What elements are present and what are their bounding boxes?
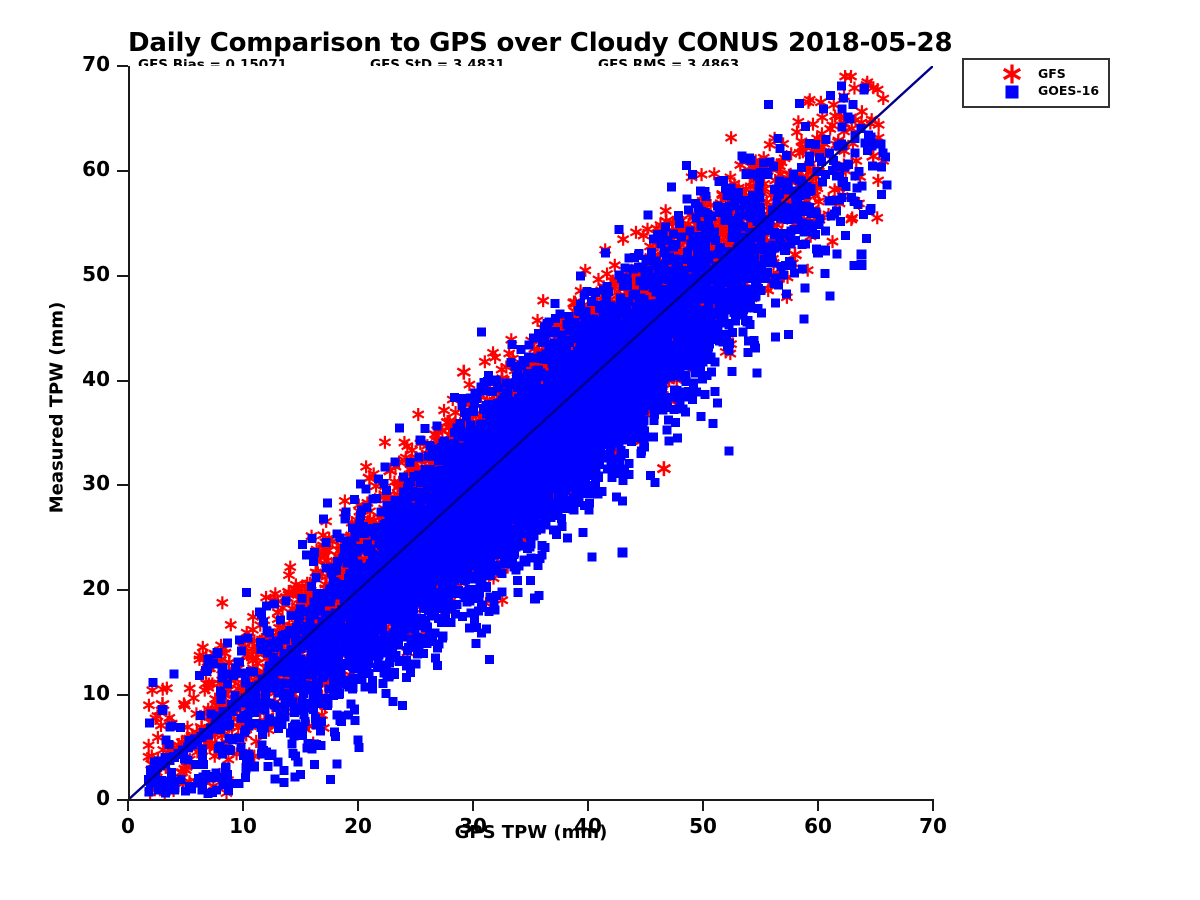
gfs-point [216, 596, 229, 610]
gfs-point [855, 105, 869, 119]
gfs-point [282, 568, 296, 582]
gfs-point [463, 378, 476, 392]
gfs-point [872, 118, 885, 132]
gfs-point [359, 460, 373, 474]
gfs-point [848, 81, 861, 95]
gfs-point [437, 403, 451, 417]
gfs-point [183, 681, 196, 695]
gfs-point [616, 232, 630, 246]
gfs-point [828, 183, 841, 197]
gfs-point [486, 346, 500, 360]
gfs-point [608, 258, 621, 272]
gfs-point [592, 272, 605, 286]
gfs-point [224, 618, 237, 632]
gfs-point [478, 355, 492, 369]
gfs-point [871, 211, 884, 225]
gfs-point [412, 407, 425, 421]
gfs-point [495, 363, 508, 377]
gfs-point [838, 69, 852, 83]
gfs-point [156, 682, 169, 696]
page-title: Daily Comparison to GPS over Cloudy CONU… [128, 28, 953, 58]
scatter-plot-canvas [128, 66, 933, 800]
gfs-point [724, 131, 738, 145]
plot-svg [128, 66, 933, 800]
gfs-point [536, 294, 550, 308]
gfs-point [378, 435, 392, 449]
gfs-point [826, 235, 839, 249]
gfs-point [187, 691, 200, 705]
